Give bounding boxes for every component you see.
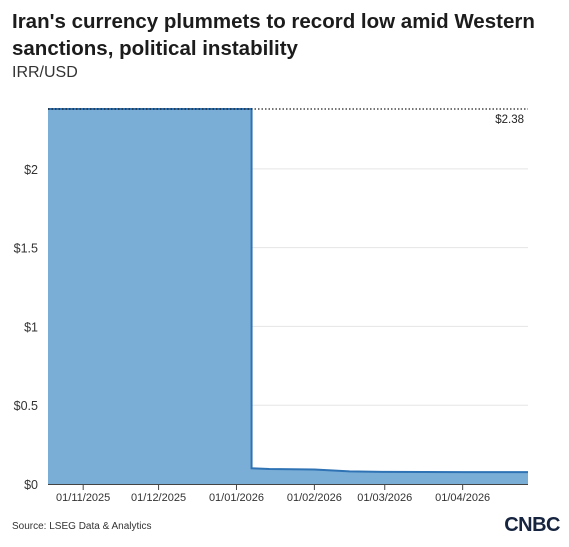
cnbc-logo: CNBC: [504, 514, 560, 536]
y-tick-label: $1: [24, 320, 38, 334]
chart-title: Iran's currency plummets to record low a…: [12, 10, 535, 60]
x-tick-label: 01/11/2025: [56, 492, 110, 504]
series-line: [48, 108, 528, 474]
y-tick-label: $0.5: [14, 399, 38, 413]
max-value-label: $2.38: [495, 114, 524, 126]
area-fill: [48, 109, 528, 484]
x-tick-labels: 01/11/2025 01/12/2025 01/01/2026 01/02/2026…: [56, 492, 490, 504]
x-tick-label: 01/01/2026: [209, 492, 264, 504]
source-note: Source: LSEG Data & Analytics: [12, 521, 152, 532]
x-tick-label: 01/03/2026: [357, 492, 412, 504]
x-tick-label: 01/02/2026: [287, 492, 342, 504]
x-tick-label: 01/04/2026: [435, 492, 490, 504]
y-tick-label: $2: [24, 163, 38, 177]
y-tick-label: $0: [24, 478, 38, 492]
x-tick-label: 01/12/2025: [131, 492, 186, 504]
reference-line: $2.38: [48, 108, 528, 126]
area-chart: $0 $0.5 $1 $1.5 $2 $2.38 01/11/2025 01/12/202…: [14, 108, 528, 504]
series-area: [48, 108, 528, 484]
chart-subtitle: IRR/USD: [12, 64, 78, 81]
x-axis: [48, 484, 528, 490]
y-tick-label: $1.5: [14, 242, 38, 256]
y-tick-labels: $0 $0.5 $1 $1.5 $2: [14, 163, 38, 492]
